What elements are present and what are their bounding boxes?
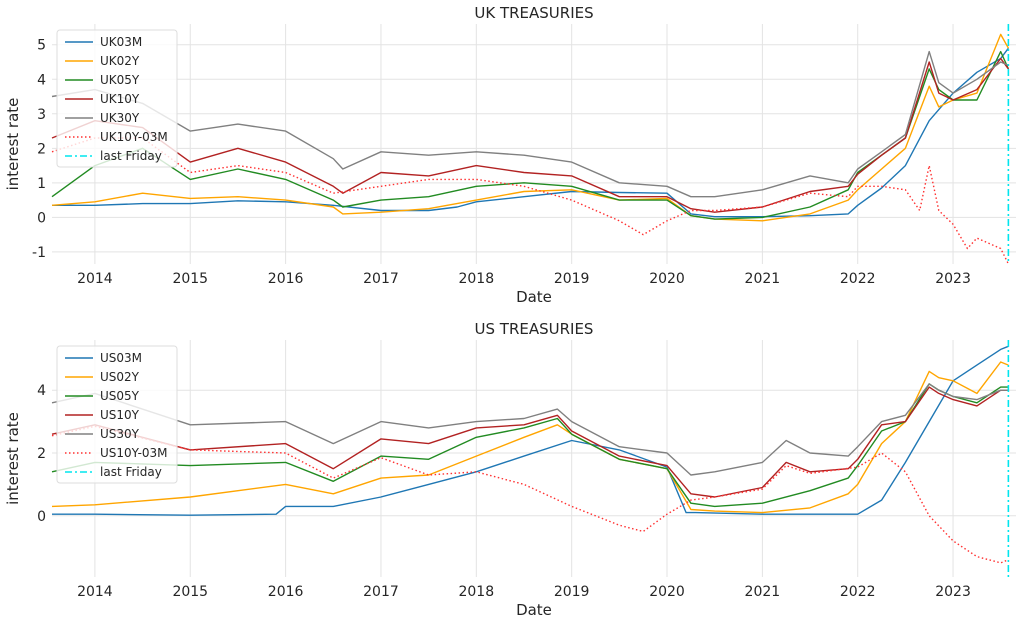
series-line-uk02y bbox=[51, 33, 1010, 222]
x-tick-label: 2014 bbox=[77, 271, 113, 287]
x-tick-label: 2019 bbox=[554, 584, 590, 600]
y-tick-label: 0 bbox=[37, 509, 46, 525]
y-tick-label: 2 bbox=[37, 446, 46, 462]
legend-label: UK02Y bbox=[100, 54, 140, 68]
legend-label: UK10Y bbox=[100, 92, 140, 106]
legend-label: US30Y bbox=[100, 427, 140, 441]
legend-label: US03M bbox=[100, 351, 142, 365]
y-tick-label: 0 bbox=[37, 210, 46, 226]
x-tick-label: 2015 bbox=[172, 271, 208, 287]
x-tick-label: 2019 bbox=[554, 271, 590, 287]
x-tick-label: 2023 bbox=[935, 271, 971, 287]
series-line-us02y bbox=[51, 361, 1009, 514]
x-tick-label: 2021 bbox=[745, 584, 781, 600]
legend: UK03M UK02Y UK05Y UK10Y UK30Y UK10Y-03M last F… bbox=[56, 29, 178, 168]
chart-panel-1: 2014 2015 2016 2017 2018 2019 2020 2021 2022 2023… bbox=[4, 4, 1016, 306]
x-tick-label: 2023 bbox=[935, 584, 971, 600]
legend-label: last Friday bbox=[100, 465, 162, 479]
y-tick-label: 4 bbox=[37, 72, 46, 88]
x-axis-label: Date bbox=[516, 288, 552, 306]
x-tick-label: 2020 bbox=[649, 271, 685, 287]
x-tick-label: 2015 bbox=[172, 584, 208, 600]
x-tick-label: 2018 bbox=[458, 271, 494, 287]
legend: US03M US02Y US05Y US10Y US30Y US10Y-03M last F… bbox=[56, 345, 178, 484]
legend-label: US10Y-03M bbox=[100, 446, 168, 460]
y-tick-label: -1 bbox=[32, 245, 46, 261]
legend-box bbox=[56, 345, 178, 484]
x-tick-label: 2018 bbox=[458, 584, 494, 600]
y-tick-label: 4 bbox=[37, 383, 46, 399]
legend-label: UK03M bbox=[100, 35, 142, 49]
chart-title: US TREASURIES bbox=[475, 320, 594, 338]
legend-label: UK10Y-03M bbox=[100, 130, 168, 144]
y-tick-label: 3 bbox=[37, 107, 46, 123]
legend-label: UK30Y bbox=[100, 111, 140, 125]
legend-label: UK05Y bbox=[100, 73, 140, 87]
y-tick-label: 2 bbox=[37, 141, 46, 157]
y-tick-label: 1 bbox=[37, 176, 46, 192]
legend-box bbox=[56, 29, 178, 168]
legend-label: last Friday bbox=[100, 149, 162, 163]
series-line-uk10y-03m bbox=[51, 137, 1010, 265]
x-tick-label: 2021 bbox=[745, 271, 781, 287]
legend-label: US02Y bbox=[100, 370, 140, 384]
plot-area bbox=[52, 340, 1016, 577]
series-line-uk03m bbox=[52, 47, 1009, 218]
series-line-uk10y bbox=[51, 57, 1009, 213]
chart-panel-2: 2014 2015 2016 2017 2018 2019 2020 2021 2022 2023… bbox=[4, 320, 1016, 619]
x-tick-label: 2016 bbox=[268, 271, 304, 287]
x-tick-label: 2016 bbox=[268, 584, 304, 600]
y-axis-label: interest rate bbox=[4, 412, 22, 505]
plot-area bbox=[52, 24, 1016, 264]
legend-label: US10Y bbox=[100, 408, 140, 422]
series-line-us10y-03m bbox=[51, 425, 1009, 564]
x-tick-label: 2020 bbox=[649, 584, 685, 600]
legend-label: US05Y bbox=[100, 389, 140, 403]
y-tick-label: 5 bbox=[37, 38, 46, 54]
series-line-uk05y bbox=[51, 50, 1010, 220]
x-tick-label: 2017 bbox=[363, 584, 399, 600]
x-tick-label: 2022 bbox=[840, 584, 876, 600]
x-tick-label: 2022 bbox=[840, 271, 876, 287]
series-line-us03m bbox=[52, 345, 1009, 516]
x-axis-label: Date bbox=[516, 601, 552, 619]
x-tick-label: 2017 bbox=[363, 271, 399, 287]
x-tick-label: 2014 bbox=[77, 584, 113, 600]
y-axis-label: interest rate bbox=[4, 98, 22, 191]
series-line-us10y bbox=[51, 386, 1009, 498]
series-line-us30y bbox=[51, 383, 1009, 476]
series-line-uk30y bbox=[51, 50, 1009, 198]
chart-title: UK TREASURIES bbox=[474, 4, 593, 22]
